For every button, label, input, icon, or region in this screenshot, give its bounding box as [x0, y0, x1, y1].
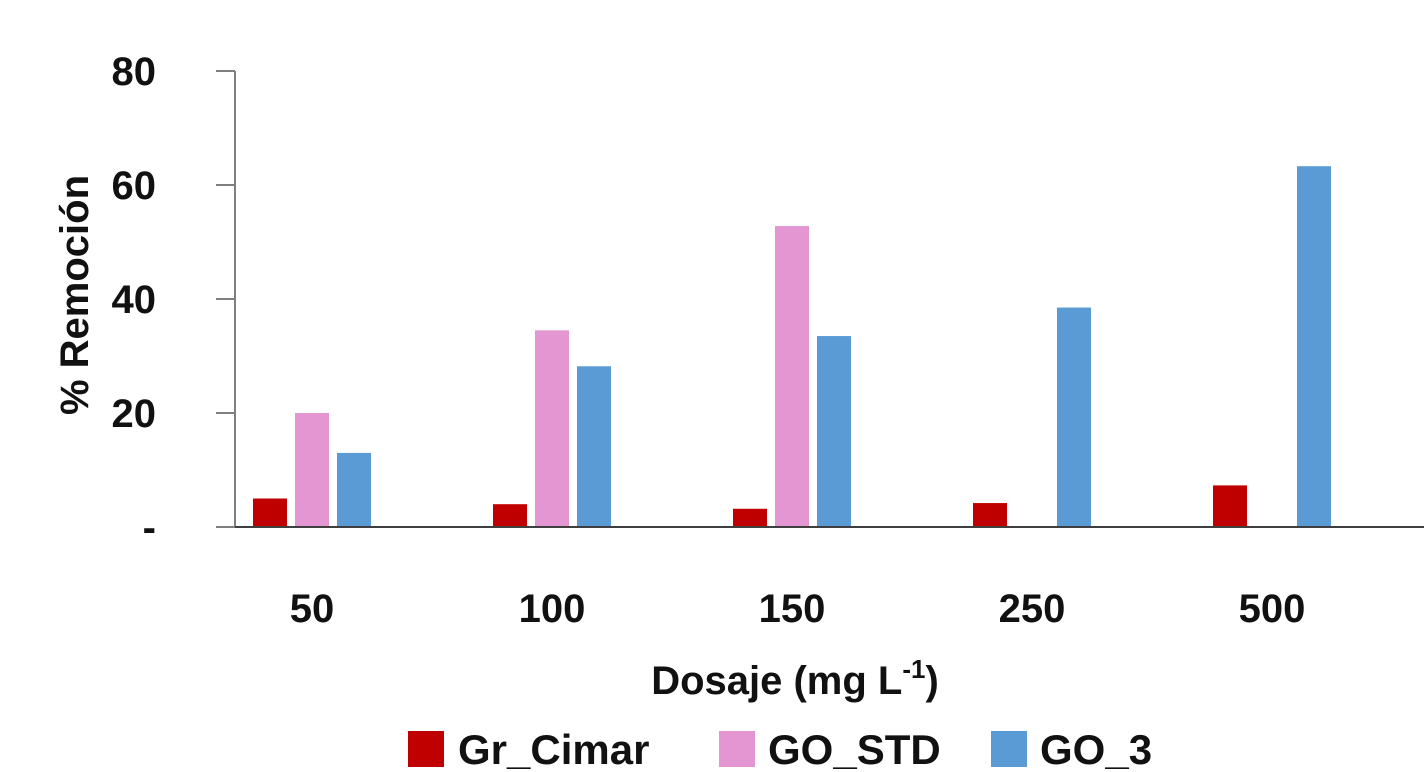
y-tick-label: 60	[112, 164, 157, 208]
legend: Gr_Cimar GO_STD GO_3	[408, 726, 1152, 772]
x-tick-labels-group: 50 100 150 250 500	[290, 587, 1306, 631]
bar-gr-cimar-250	[973, 503, 1007, 527]
y-tick-labels-group: - 20 40 60 80	[112, 50, 157, 550]
legend-swatch	[408, 731, 444, 767]
bar-go-std-100	[535, 330, 569, 527]
y-tick-label: -	[143, 506, 156, 550]
legend-swatch	[719, 731, 755, 767]
x-axis-title-suffix: )	[925, 659, 938, 703]
bar-go-3-150	[817, 336, 851, 527]
y-tick-label: 80	[112, 50, 157, 94]
x-tick-label: 250	[999, 587, 1066, 631]
bar-go-std-150	[775, 226, 809, 528]
legend-label: Gr_Cimar	[458, 726, 649, 772]
bar-go-3-250	[1057, 307, 1091, 527]
bar-go-3-50	[337, 452, 371, 527]
y-ticks-group	[216, 70, 235, 528]
x-tick-label: 50	[290, 587, 335, 631]
bar-go-std-50	[295, 413, 329, 527]
x-axis-title: Dosaje (mg L-1)	[651, 654, 939, 703]
x-axis-title-main: Dosaje (mg L	[651, 659, 902, 703]
bar-gr-cimar-500	[1213, 485, 1247, 527]
x-axis-title-superscript: -1	[902, 654, 925, 684]
y-axis-title: % Remoción	[53, 175, 97, 415]
bar-gr-cimar-100	[493, 504, 527, 527]
y-tick-label: 20	[112, 392, 157, 436]
legend-label: GO_3	[1040, 726, 1152, 772]
x-tick-label: 100	[519, 587, 586, 631]
x-tick-label: 500	[1239, 587, 1306, 631]
legend-label: GO_STD	[768, 726, 941, 772]
bar-gr-cimar-150	[733, 508, 767, 527]
bar-go-3-500	[1297, 166, 1331, 527]
y-tick-label: 40	[112, 278, 157, 322]
bar-gr-cimar-50	[253, 498, 287, 527]
legend-swatch	[991, 731, 1027, 767]
x-tick-label: 150	[759, 587, 826, 631]
bars-group	[253, 166, 1331, 528]
bar-go-3-100	[577, 366, 611, 527]
